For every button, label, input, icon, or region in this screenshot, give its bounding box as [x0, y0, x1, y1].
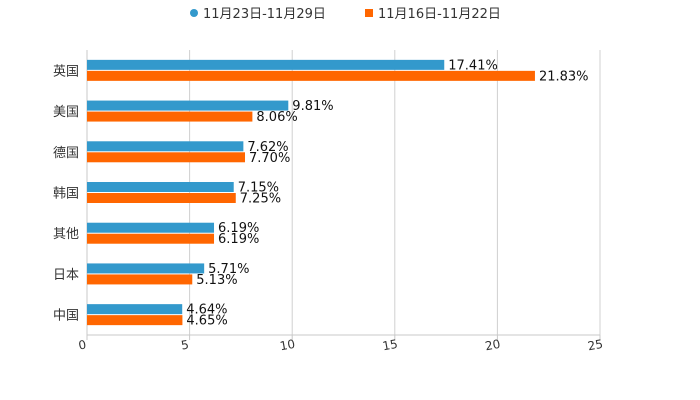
bar [87, 315, 183, 326]
category-label: 英国 [53, 64, 79, 79]
legend-marker [365, 9, 373, 17]
x-tick-label: 20 [484, 337, 501, 353]
category-label: 其他 [53, 227, 79, 242]
bar [87, 193, 236, 203]
bar-value-label: 6.19% [218, 232, 259, 247]
bar-value-label: 7.25% [240, 192, 281, 207]
bar [87, 263, 205, 274]
x-tick-label: 25 [587, 337, 604, 353]
legend-marker [190, 9, 198, 17]
legend-label: 11月16日-11月22日 [378, 7, 501, 22]
category-label: 韩国 [53, 187, 79, 202]
bar [87, 111, 253, 122]
bar-value-label: 9.81% [292, 99, 333, 114]
bar [87, 152, 246, 163]
bar-value-label: 8.06% [256, 110, 297, 125]
category-label: 美国 [53, 105, 79, 120]
bar-value-label: 7.70% [249, 151, 290, 166]
bar [87, 304, 183, 315]
bar-value-label: 7.15% [238, 181, 279, 196]
category-label: 德国 [53, 146, 79, 161]
bar [87, 59, 445, 70]
bar-value-label: 5.13% [196, 273, 237, 288]
bar [87, 233, 215, 244]
bar-value-label: 5.71% [208, 262, 249, 277]
category-label: 中国 [53, 309, 79, 324]
bar [87, 182, 234, 192]
x-tick-label: 10 [279, 337, 296, 353]
bar-value-label: 7.62% [247, 140, 288, 155]
x-tick-label: 0 [77, 338, 87, 353]
bar-value-label: 21.83% [539, 69, 589, 84]
x-tick-label: 5 [180, 338, 190, 353]
bar [87, 141, 244, 152]
bar [87, 274, 193, 285]
bar [87, 222, 215, 233]
category-label: 日本 [53, 268, 79, 283]
bar-value-label: 4.65% [186, 314, 227, 329]
bar [87, 100, 289, 111]
legend-label: 11月23日-11月29日 [203, 7, 326, 22]
bar [87, 70, 535, 81]
bar-value-label: 6.19% [218, 221, 259, 236]
bar-value-label: 17.41% [448, 58, 498, 73]
bar-value-label: 4.64% [186, 303, 227, 318]
x-tick-label: 15 [381, 337, 398, 353]
